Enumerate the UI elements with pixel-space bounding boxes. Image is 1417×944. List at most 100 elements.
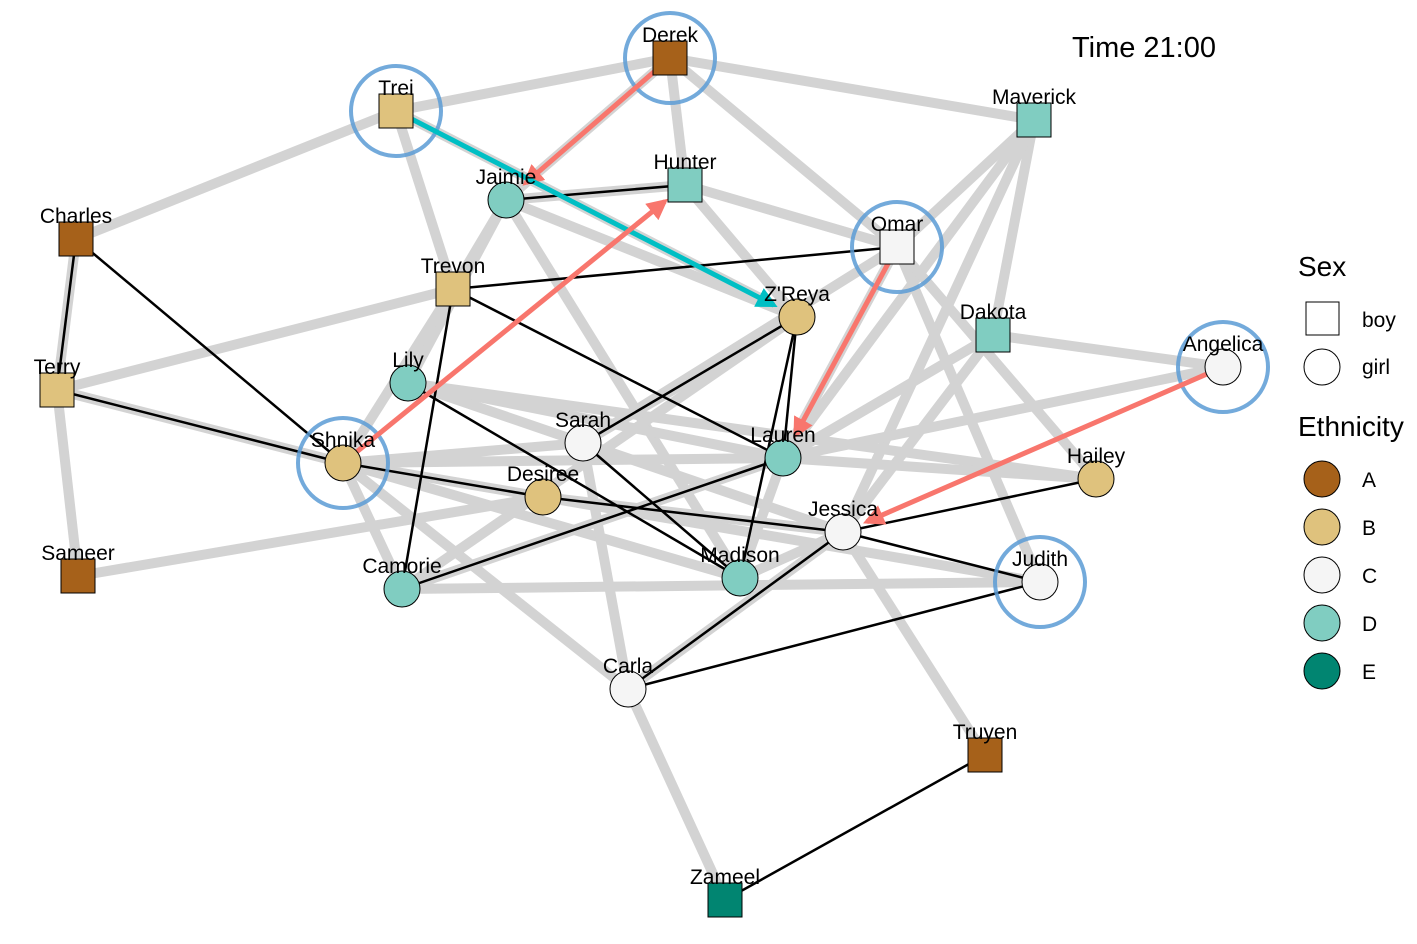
node-label-lauren: Lauren bbox=[750, 424, 815, 447]
node-label-jaimie: Jaimie bbox=[476, 166, 537, 189]
black-edge-jaimie-hunter bbox=[505, 183, 686, 202]
node-label-shnika: Shnika bbox=[311, 429, 376, 452]
black-edge-shnika-desiree bbox=[342, 461, 544, 499]
gray-edge-carla-zameel bbox=[623, 686, 730, 903]
node-hunter[interactable] bbox=[667, 167, 703, 203]
legend-sex-title: Sex bbox=[1298, 251, 1346, 282]
legend-item-ethnicity-d: D bbox=[1303, 604, 1377, 642]
legend-boy-label: boy bbox=[1362, 309, 1396, 332]
node-label-zreya: Z'Reya bbox=[764, 283, 830, 306]
ethnicity-d-swatch-icon bbox=[1303, 604, 1341, 642]
black-edge-trevon-lauren bbox=[452, 287, 784, 460]
gray-edge-lauren-hailey bbox=[782, 453, 1097, 484]
node-zameel[interactable] bbox=[707, 882, 743, 918]
gray-edge-lily-hailey bbox=[407, 378, 1097, 484]
gray-edge-trei-trevon bbox=[391, 109, 458, 291]
arrow-shnika-to-hunter bbox=[352, 198, 669, 457]
node-label-omar: Omar bbox=[871, 213, 924, 236]
node-label-truyen: Truyen bbox=[953, 721, 1018, 744]
gray-edge-hunter-omar bbox=[683, 180, 899, 252]
node-dakota[interactable] bbox=[975, 317, 1011, 353]
highlight-rings-layer bbox=[296, 11, 1270, 629]
gray-edge-terry-sameer bbox=[52, 389, 83, 577]
node-trei[interactable] bbox=[378, 93, 414, 129]
node-label-lily: Lily bbox=[392, 349, 424, 372]
highlight-ring-trei bbox=[349, 64, 443, 158]
black-edge-trevon-camorie bbox=[400, 288, 455, 590]
black-edge-jessica-carla bbox=[627, 530, 844, 691]
legend-ethnicity-c-label: C bbox=[1362, 565, 1377, 588]
highlight-ring-judith bbox=[993, 535, 1087, 629]
node-label-sameer: Sameer bbox=[41, 542, 115, 565]
node-label-hunter: Hunter bbox=[653, 151, 716, 174]
node-label-maverick: Maverick bbox=[992, 86, 1077, 109]
gray-edge-trei-derek bbox=[395, 53, 671, 116]
node-label-judith: Judith bbox=[1012, 548, 1068, 571]
black-edge-trevon-omar bbox=[452, 245, 898, 291]
node-label-terry: Terry bbox=[34, 356, 81, 379]
gray-edge-derek-omar bbox=[666, 54, 901, 251]
node-trevon[interactable] bbox=[435, 271, 471, 307]
node-label-charles: Charles bbox=[40, 205, 112, 228]
legend-item-girl: girl bbox=[1303, 348, 1390, 386]
node-jessica[interactable] bbox=[824, 513, 862, 551]
gray-edge-shnika-lauren bbox=[342, 453, 784, 468]
node-jaimie[interactable] bbox=[487, 181, 525, 219]
node-label-derek: Derek bbox=[642, 24, 699, 47]
arrow-trei-to-zreya bbox=[407, 115, 778, 308]
node-label-trei: Trei bbox=[378, 77, 413, 100]
node-label-dakota: Dakota bbox=[960, 301, 1027, 324]
node-desiree[interactable] bbox=[524, 478, 562, 516]
arrow-derek-to-jaimie bbox=[522, 65, 662, 186]
node-omar[interactable] bbox=[879, 229, 915, 265]
legend-ethnicity-a-label: A bbox=[1362, 469, 1376, 492]
node-sarah[interactable] bbox=[564, 424, 602, 462]
node-label-zameel: Zameel bbox=[690, 866, 760, 889]
node-madison[interactable] bbox=[721, 559, 759, 597]
boy-square-icon bbox=[1305, 301, 1340, 336]
node-shnika[interactable] bbox=[324, 444, 362, 482]
arrows-layer bbox=[352, 65, 1212, 525]
node-charles[interactable] bbox=[58, 221, 94, 257]
black-edge-zreya-lauren bbox=[781, 316, 799, 459]
legend-ethnicity-e-label: E bbox=[1362, 661, 1376, 684]
node-truyen[interactable] bbox=[967, 737, 1003, 773]
node-angelica[interactable] bbox=[1204, 348, 1242, 386]
node-maverick[interactable] bbox=[1016, 102, 1052, 138]
gray-edge-charles-trei bbox=[74, 106, 398, 244]
node-label-trevon: Trevon bbox=[421, 255, 486, 278]
node-carla[interactable] bbox=[609, 670, 647, 708]
legend: Sex boy girl Ethnicity A B C D E bbox=[1298, 251, 1404, 690]
node-derek[interactable] bbox=[652, 40, 688, 76]
node-lauren[interactable] bbox=[764, 439, 802, 477]
gray-edge-angelica-lauren bbox=[781, 362, 1225, 463]
black-edge-charles-terry bbox=[55, 238, 78, 391]
legend-item-ethnicity-c: C bbox=[1303, 556, 1377, 594]
legend-item-boy: boy bbox=[1305, 301, 1396, 336]
time-title: Time 21:00 bbox=[1072, 32, 1216, 64]
gray-edges-layer bbox=[52, 53, 1225, 903]
gray-edge-shnika-carla bbox=[339, 459, 632, 693]
node-terry[interactable] bbox=[39, 372, 75, 408]
node-hailey[interactable] bbox=[1077, 460, 1115, 498]
arrow-angelica-to-jessica bbox=[862, 370, 1212, 525]
node-judith[interactable] bbox=[1021, 563, 1059, 601]
black-edge-camorie-lauren bbox=[401, 456, 784, 591]
highlight-ring-shnika bbox=[296, 416, 390, 510]
gray-edge-carla-sarah bbox=[578, 442, 633, 690]
gray-edge-camorie-judith bbox=[401, 577, 1041, 594]
node-zreya[interactable] bbox=[778, 298, 816, 336]
legend-item-ethnicity-a: A bbox=[1303, 460, 1376, 498]
node-lily[interactable] bbox=[389, 364, 427, 402]
node-label-sarah: Sarah bbox=[555, 409, 611, 432]
black-edge-terry-shnika bbox=[56, 388, 344, 465]
arrow-omar-to-lauren bbox=[793, 258, 893, 439]
node-camorie[interactable] bbox=[383, 570, 421, 608]
gray-edge-dakota-angelica bbox=[992, 330, 1224, 372]
legend-girl-label: girl bbox=[1362, 356, 1390, 379]
legend-ethnicity-title: Ethnicity bbox=[1298, 411, 1404, 442]
highlight-ring-angelica bbox=[1176, 320, 1270, 414]
node-label-madison: Madison bbox=[700, 544, 779, 567]
black-edge-charles-shnika bbox=[75, 238, 344, 464]
node-sameer[interactable] bbox=[60, 558, 96, 594]
